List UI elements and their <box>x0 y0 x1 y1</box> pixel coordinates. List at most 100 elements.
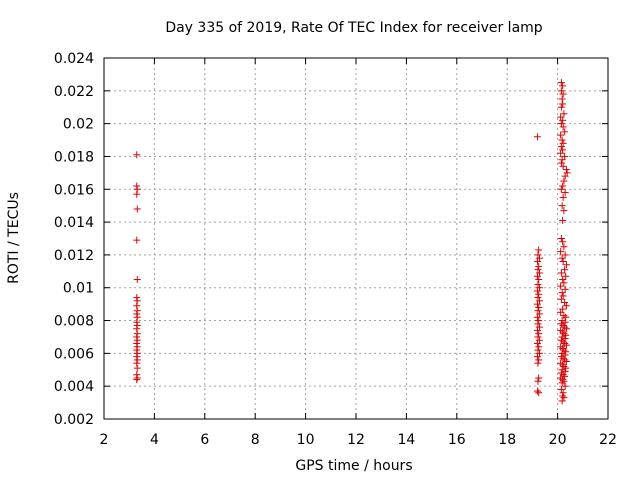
data-point <box>560 177 568 185</box>
data-point <box>559 182 567 190</box>
data-point <box>559 344 567 352</box>
data-point <box>559 328 567 336</box>
data-point <box>133 374 141 382</box>
data-point <box>561 356 569 364</box>
data-point <box>534 377 542 385</box>
data-point <box>533 313 541 321</box>
y-axis-label: ROTI / TECUs <box>6 192 22 284</box>
data-point <box>558 397 566 405</box>
y-tick-label: 0.024 <box>54 51 94 67</box>
data-point <box>559 139 567 147</box>
data-point <box>557 320 565 328</box>
data-point <box>535 343 543 351</box>
data-point <box>533 133 541 141</box>
data-point <box>557 336 565 344</box>
x-tick-label: 18 <box>498 432 516 448</box>
data-point <box>558 366 566 374</box>
data-point <box>561 323 569 331</box>
x-tick-label: 20 <box>549 432 567 448</box>
data-point <box>559 82 567 90</box>
grid-lines <box>104 58 608 419</box>
data-point <box>562 325 570 333</box>
data-point <box>559 389 567 397</box>
data-point <box>535 374 543 382</box>
data-point <box>533 326 541 334</box>
x-tick-label: 8 <box>251 432 260 448</box>
data-point <box>133 190 141 198</box>
data-point <box>535 330 543 338</box>
data-point <box>559 392 567 400</box>
data-point <box>533 300 541 308</box>
y-tick-label: 0.02 <box>63 117 94 133</box>
data-point <box>133 321 141 329</box>
x-tick-label: 4 <box>150 432 159 448</box>
data-point <box>561 298 569 306</box>
data-point <box>562 313 570 321</box>
y-tick-label: 0.004 <box>54 379 94 395</box>
data-point <box>133 294 141 302</box>
data-point <box>559 116 567 124</box>
data-point <box>133 297 141 305</box>
x-tick-label: 22 <box>599 432 617 448</box>
data-point <box>561 266 569 274</box>
data-point <box>559 193 567 201</box>
data-point <box>561 251 569 259</box>
data-point <box>535 389 543 397</box>
data-point <box>559 257 567 265</box>
y-tick-label: 0.008 <box>54 314 94 330</box>
data-point <box>559 276 567 284</box>
data-point <box>559 376 567 384</box>
data-point <box>560 346 568 354</box>
data-point <box>133 330 141 338</box>
y-tick-label: 0.018 <box>54 149 94 165</box>
data-point <box>133 356 141 364</box>
data-point <box>559 162 567 170</box>
data-point <box>562 331 570 339</box>
data-point <box>534 359 542 367</box>
data-point <box>534 280 542 288</box>
data-point <box>133 343 141 351</box>
data-point <box>533 387 541 395</box>
data-points <box>133 79 571 405</box>
data-point <box>560 312 568 320</box>
data-point <box>562 302 570 310</box>
data-point <box>557 149 565 157</box>
data-point <box>557 87 565 95</box>
data-point <box>133 151 141 159</box>
data-point <box>557 79 565 87</box>
data-point <box>558 379 566 387</box>
chart-title: Day 335 of 2019, Rate Of TEC Index for r… <box>165 20 542 36</box>
data-point <box>133 185 141 193</box>
data-point <box>534 266 542 274</box>
data-point <box>133 340 141 348</box>
data-point <box>560 243 568 251</box>
data-point <box>558 254 566 262</box>
data-point <box>562 261 570 269</box>
data-point <box>561 172 569 180</box>
data-point <box>535 356 543 364</box>
data-point <box>557 103 565 111</box>
data-point <box>562 358 570 366</box>
data-point <box>560 207 568 215</box>
data-point <box>557 353 565 361</box>
x-tick-label: 6 <box>200 432 209 448</box>
data-point <box>560 279 568 287</box>
data-point <box>535 290 543 298</box>
data-point <box>558 156 566 164</box>
data-point <box>133 353 141 361</box>
data-point <box>133 376 141 384</box>
data-point <box>558 136 566 144</box>
data-point <box>535 276 543 284</box>
data-point <box>133 349 141 357</box>
data-point <box>133 359 141 367</box>
data-point <box>558 333 566 341</box>
data-point <box>533 340 541 348</box>
x-tick-label: 2 <box>100 432 109 448</box>
y-tick-label: 0.016 <box>54 182 94 198</box>
data-point <box>559 90 567 98</box>
data-point <box>558 317 566 325</box>
x-tick-label: 14 <box>397 432 415 448</box>
data-point <box>557 185 565 193</box>
data-point <box>533 353 541 361</box>
data-point <box>559 361 567 369</box>
